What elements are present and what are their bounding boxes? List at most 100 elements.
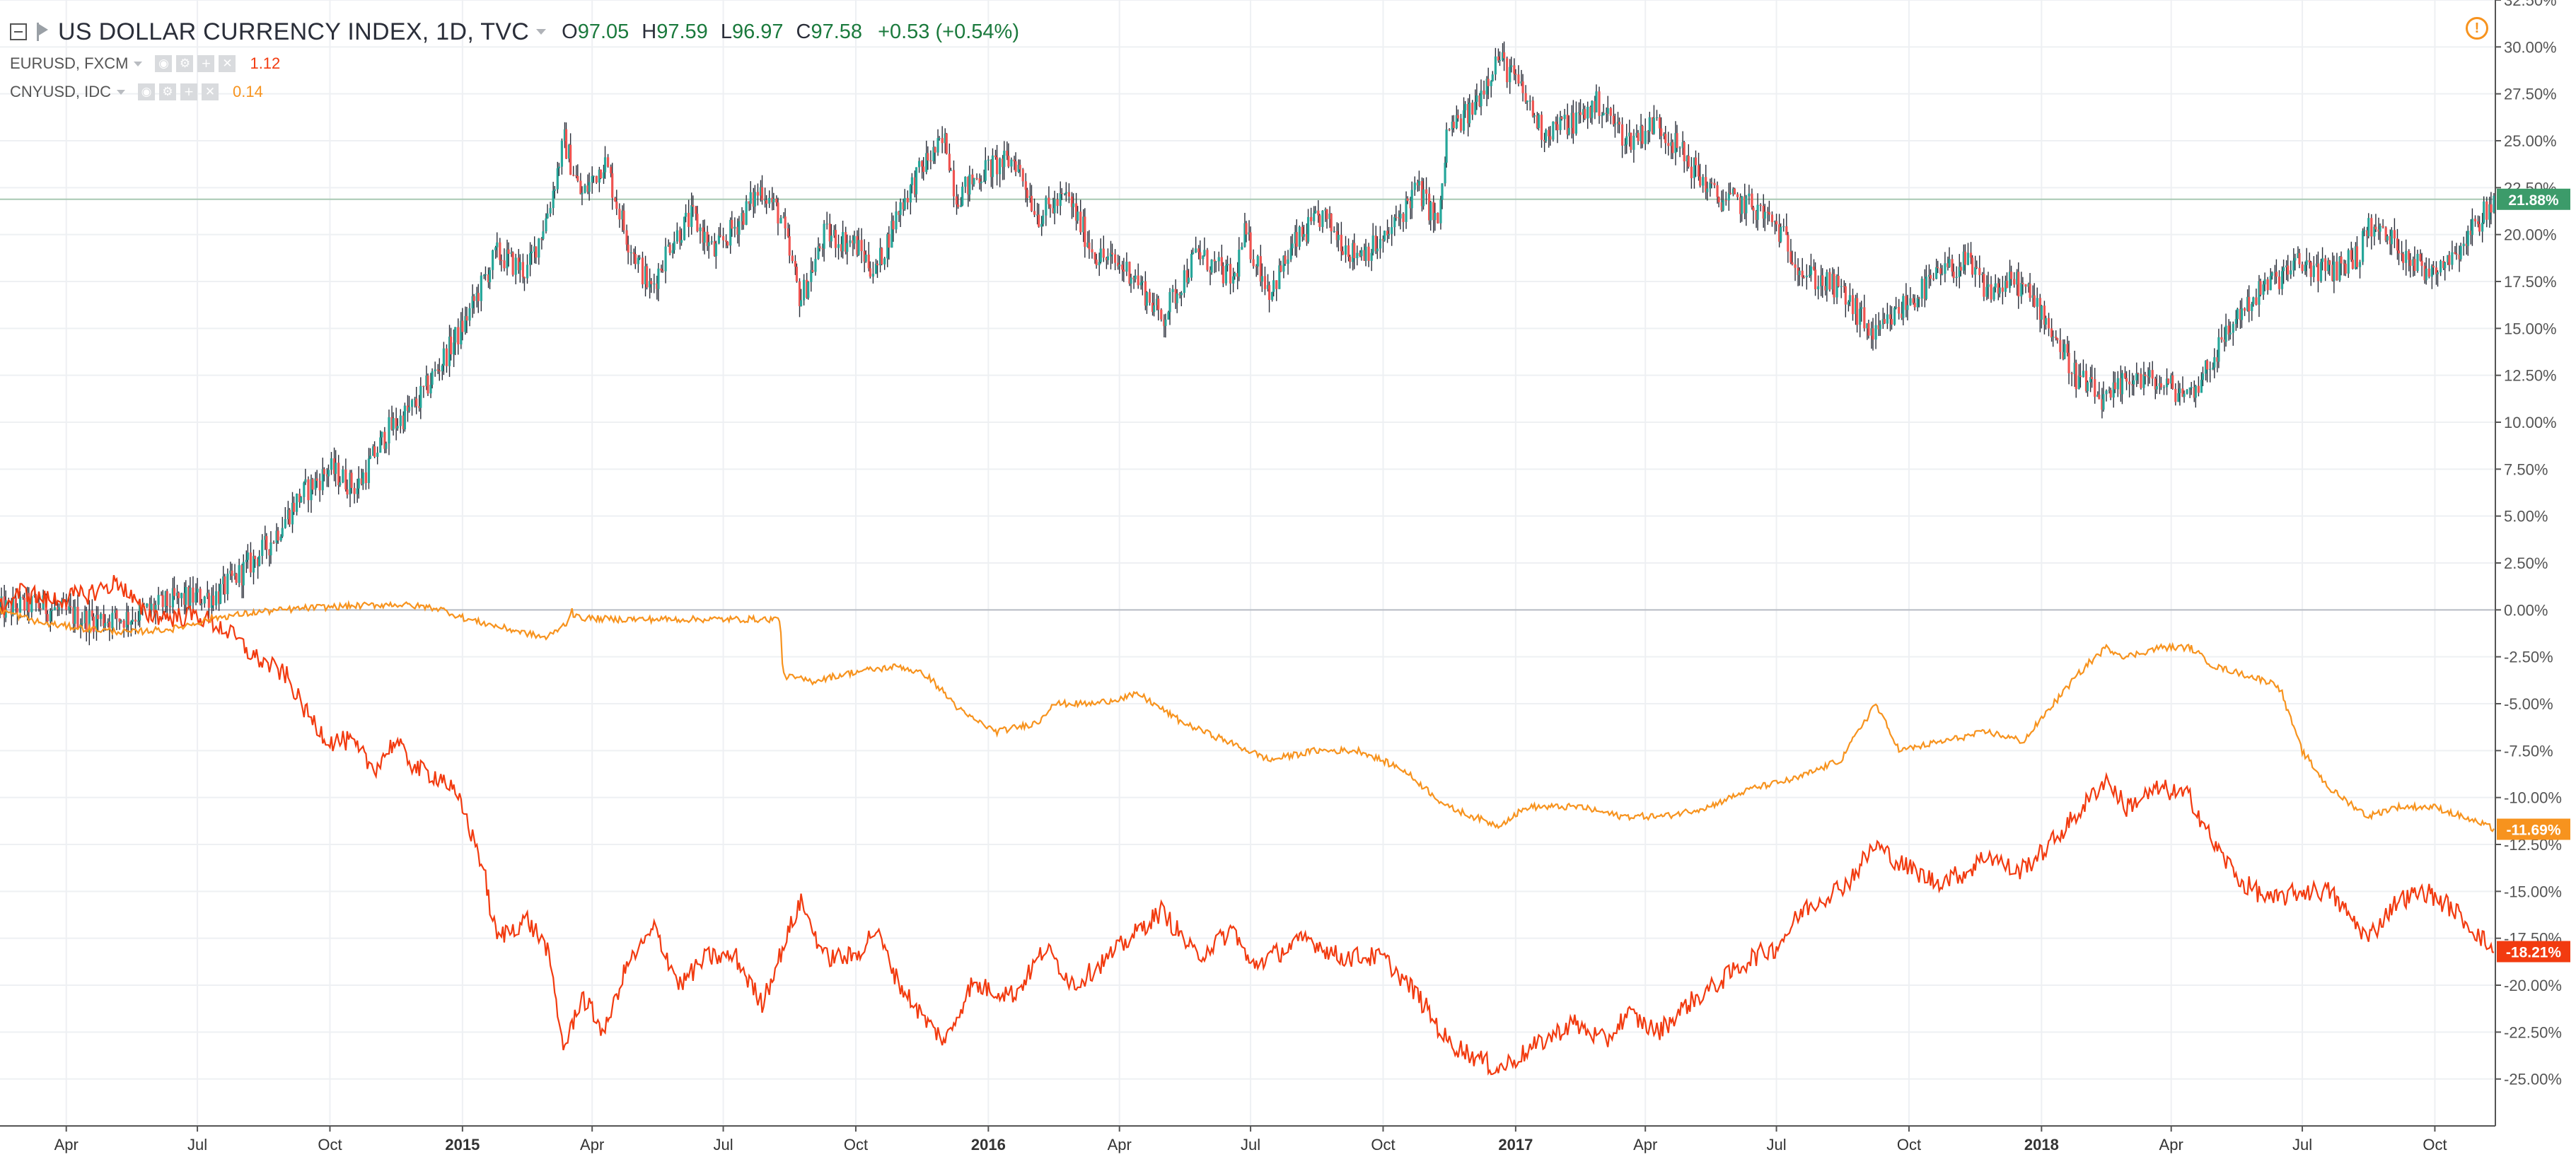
candle-body (2340, 256, 2343, 264)
compare-symbol[interactable]: EURUSD, FXCM (10, 54, 129, 72)
candle-body (2397, 250, 2401, 254)
candle-body (1006, 151, 1009, 156)
candle-body (349, 472, 352, 495)
candle-body (1347, 245, 1350, 257)
candle-body (1298, 226, 1301, 247)
candle-body (661, 270, 664, 272)
candle-body (703, 231, 706, 243)
candle-body (2351, 260, 2354, 269)
candle-body (2094, 379, 2096, 397)
warning-icon[interactable]: ! (2466, 17, 2488, 40)
candle-body (1209, 269, 1212, 273)
candle-body (671, 250, 674, 253)
candle-body (157, 595, 160, 605)
candle-body (1259, 256, 1262, 282)
close-icon[interactable]: ✕ (219, 55, 236, 72)
x-tick-label: Oct (1897, 1136, 1921, 1154)
candle-body (2181, 388, 2184, 397)
compare-symbol[interactable]: CNYUSD, IDC (10, 83, 112, 100)
gear-icon[interactable]: ⚙ (159, 83, 177, 100)
candle-body (1687, 156, 1690, 167)
candle-body (2252, 297, 2255, 304)
candle-body (902, 202, 905, 210)
candle-body (2466, 231, 2469, 246)
candle-body (1310, 216, 1313, 221)
candle-body (226, 574, 229, 595)
candle-body (690, 205, 693, 227)
candle-body (240, 565, 243, 586)
candle-body (2370, 218, 2373, 237)
eye-icon[interactable]: ◉ (138, 83, 156, 100)
axes (0, 0, 2501, 1132)
candle-body (2481, 222, 2484, 232)
last-value-badge (2497, 188, 2570, 210)
x-tick-label: Oct (1371, 1136, 1395, 1154)
candle-body (1417, 181, 1420, 186)
candle-body (1731, 188, 1735, 194)
candle-body (984, 160, 987, 181)
candle-body (2056, 338, 2059, 340)
candle-body (1974, 267, 1977, 275)
candle-body (1524, 93, 1527, 103)
candle-body (803, 279, 806, 301)
candle-body (1686, 156, 1688, 162)
candle-body (2347, 250, 2350, 274)
candle-body (1671, 142, 1674, 153)
chevron-down-icon[interactable] (536, 29, 547, 35)
candle-body (1699, 176, 1702, 186)
candle-body (2459, 246, 2462, 260)
collapse-icon[interactable] (10, 23, 27, 40)
gear-icon[interactable]: ⚙ (176, 55, 194, 72)
candle-body (252, 556, 255, 573)
eye-icon[interactable]: ◉ (155, 55, 173, 72)
candle-body (615, 201, 618, 209)
candle-body (656, 283, 658, 289)
candle-body (2362, 231, 2365, 262)
candle-body (1275, 280, 1278, 289)
candle-body (630, 252, 632, 254)
candle-body (1456, 115, 1459, 119)
candle-body (2297, 252, 2299, 258)
x-tick-label: Apr (2159, 1136, 2183, 1154)
candle-body (272, 542, 275, 544)
candle-body (296, 494, 298, 512)
candle-body (1399, 214, 1402, 219)
candle-body (1480, 91, 1483, 107)
candle-body (1088, 242, 1091, 250)
chevron-down-icon[interactable] (117, 89, 126, 95)
compare-value: 1.12 (250, 54, 281, 72)
last-value-label: -18.21% (2506, 945, 2562, 961)
candle-body (2234, 319, 2237, 325)
chevron-down-icon[interactable] (134, 61, 143, 66)
x-tick-label: Apr (54, 1136, 79, 1154)
series-2 (0, 600, 2495, 832)
candle-body (1520, 81, 1523, 84)
candle-body (1122, 269, 1125, 272)
plus-icon[interactable]: + (197, 55, 215, 72)
candle-body (23, 598, 26, 611)
candle-body (1990, 284, 1992, 300)
candle-body (2298, 252, 2301, 265)
candle-body (1916, 298, 1919, 308)
candle-body (828, 223, 831, 242)
candle-body (2186, 390, 2188, 394)
candle-body (18, 596, 22, 613)
candle-body (229, 570, 232, 574)
candle-body (557, 166, 560, 168)
candle-body (448, 336, 451, 366)
main-series-title[interactable]: US DOLLAR CURRENCY INDEX, 1D, TVC (58, 18, 530, 45)
candle-body (1391, 227, 1393, 234)
candle-body (68, 606, 71, 610)
candle-body (1287, 259, 1289, 265)
candle-body (1337, 235, 1340, 240)
candle-body (1618, 122, 1621, 124)
candle-body (1328, 213, 1331, 219)
plus-icon[interactable]: + (180, 83, 198, 100)
candle-body (2316, 263, 2320, 281)
candle-body (361, 472, 364, 484)
candle-body (948, 153, 951, 171)
close-icon[interactable]: ✕ (202, 83, 219, 100)
candle-body (218, 591, 221, 604)
flag-icon[interactable] (37, 23, 50, 41)
